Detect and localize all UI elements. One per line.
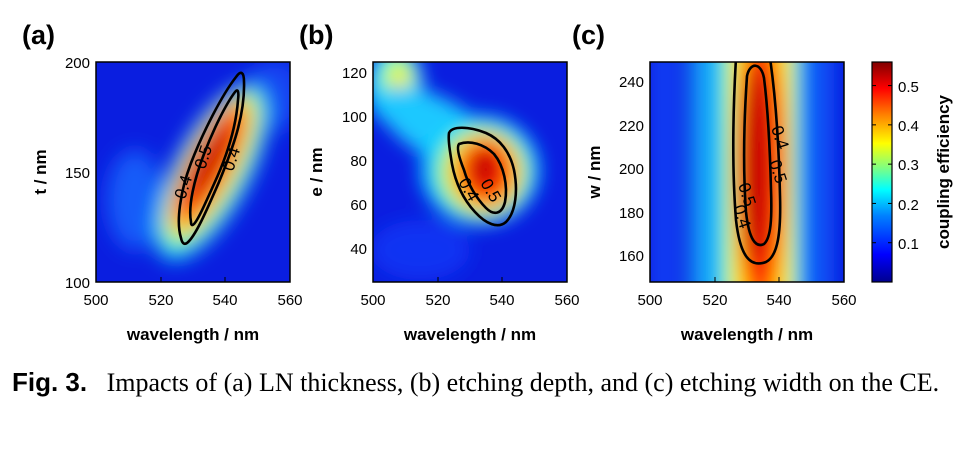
- x-axis-label-c: wavelength / nm: [680, 325, 813, 344]
- x-tick-label: 520: [702, 292, 727, 309]
- colorbar-label: coupling efficiency: [934, 94, 953, 249]
- y-tick-label: 240: [619, 74, 644, 91]
- y-ticks-a: 100 150 200: [65, 55, 90, 292]
- colorbar: 0.1 0.2 0.3 0.4 0.5 coupling efficiency: [871, 61, 953, 283]
- heatmap-b: [373, 62, 567, 282]
- y-axis-label-a: t / nm: [31, 149, 50, 194]
- x-tick-label: 560: [554, 292, 579, 309]
- panel-c-letter: (c): [572, 20, 605, 50]
- panel-b: (b) 0.4 0.5: [299, 20, 580, 344]
- figure-caption: Fig. 3. Impacts of (a) LN thickness, (b)…: [12, 364, 967, 401]
- y-tick-label: 150: [65, 165, 90, 182]
- y-tick-label: 60: [350, 197, 367, 214]
- y-ticks-c: 160 180 200 220 240: [619, 74, 644, 265]
- panel-b-letter: (b): [299, 20, 333, 50]
- x-axis-label-a: wavelength / nm: [126, 325, 259, 344]
- y-axis-label-b: e / nm: [307, 147, 326, 196]
- x-tick-label: 560: [277, 292, 302, 309]
- colorbar-tick-label: 0.2: [898, 197, 919, 214]
- x-tick-label: 520: [148, 292, 173, 309]
- colorbar-gradient: [871, 61, 893, 283]
- y-tick-label: 200: [619, 161, 644, 178]
- colorbar-ticks: 0.1 0.2 0.3 0.4 0.5: [872, 79, 919, 253]
- x-tick-label: 560: [831, 292, 856, 309]
- y-tick-label: 80: [350, 153, 367, 170]
- colorbar-tick-label: 0.4: [898, 118, 919, 135]
- colorbar-tick-label: 0.1: [898, 236, 919, 253]
- x-ticks-a: 500 520 540 560: [83, 277, 303, 309]
- figure: (a) 0.4 0.5 0.4 500 5: [22, 20, 953, 344]
- y-tick-label: 200: [65, 55, 90, 72]
- panel-a-letter: (a): [22, 20, 55, 50]
- y-axis-label-c: w / nm: [585, 146, 604, 200]
- panel-a: (a) 0.4 0.5 0.4 500 5: [22, 20, 303, 344]
- colorbar-tick-label: 0.5: [898, 79, 919, 96]
- y-tick-label: 120: [342, 65, 367, 82]
- y-tick-label: 160: [619, 248, 644, 265]
- x-tick-label: 500: [637, 292, 662, 309]
- x-ticks-c: 500 520 540 560: [637, 277, 857, 309]
- x-ticks-b: 500 520 540 560: [360, 277, 580, 309]
- x-tick-label: 540: [212, 292, 237, 309]
- x-tick-label: 540: [489, 292, 514, 309]
- x-tick-label: 520: [425, 292, 450, 309]
- y-ticks-b: 40 60 80 100 120: [342, 65, 367, 258]
- panel-c: (c) 0.4 0.5 0.5 0.4: [572, 20, 857, 344]
- y-tick-label: 180: [619, 205, 644, 222]
- y-tick-label: 100: [342, 109, 367, 126]
- x-tick-label: 540: [766, 292, 791, 309]
- figure-number: Fig. 3.: [12, 367, 88, 397]
- heatmap-a: [96, 62, 290, 282]
- heatmap-c: [650, 62, 844, 282]
- x-axis-label-b: wavelength / nm: [403, 325, 536, 344]
- y-tick-label: 40: [350, 241, 367, 258]
- x-tick-label: 500: [360, 292, 385, 309]
- y-tick-label: 100: [65, 275, 90, 292]
- caption-text: Impacts of (a) LN thickness, (b) etching…: [106, 368, 940, 397]
- x-tick-label: 500: [83, 292, 108, 309]
- y-tick-label: 220: [619, 118, 644, 135]
- colorbar-tick-label: 0.3: [898, 157, 919, 174]
